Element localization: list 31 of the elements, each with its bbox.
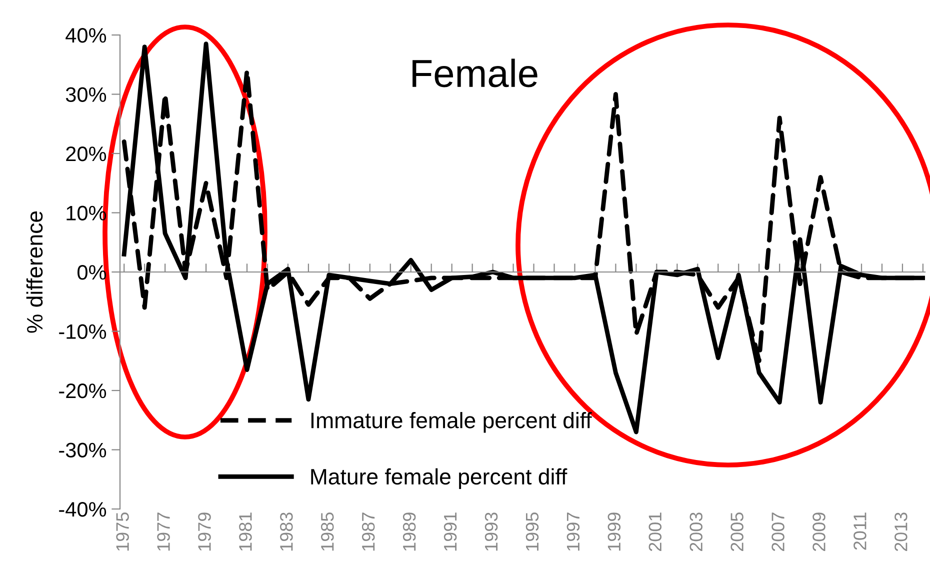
x-tick-label: 1993 (484, 512, 498, 551)
legend-label: Mature female percent diff (311, 468, 568, 489)
x-tick-label: 2001 (648, 512, 662, 552)
x-tick-label: 1995 (526, 512, 539, 551)
x-tick-label: 1999 (608, 512, 621, 551)
y-tick-label: -20% (59, 384, 106, 398)
y-tick-label: 40% (66, 28, 106, 43)
x-tick-label: 1989 (402, 512, 416, 551)
legend-label: Immature female percent diff (311, 412, 592, 433)
x-tick-label: 1981 (239, 512, 252, 551)
y-axis-title: % difference (26, 211, 43, 333)
x-tick-label: 2011 (854, 512, 866, 550)
x-tick-label: 1987 (362, 512, 375, 551)
x-tick-label: 2009 (812, 512, 826, 552)
x-tick-label: 2007 (772, 512, 784, 552)
x-tick-label: 2003 (690, 512, 702, 552)
x-tick-label: 1985 (320, 512, 334, 551)
x-tick-label: 1983 (280, 512, 293, 551)
x-tick-label: 1979 (198, 512, 211, 551)
y-tick-label: -30% (59, 442, 106, 458)
y-tick-label: -40% (59, 502, 106, 517)
y-tick-label: 20% (66, 146, 106, 162)
x-tick-label: 2005 (730, 512, 744, 552)
x-tick-label: 1997 (566, 512, 580, 551)
x-tick-label: 1991 (444, 512, 457, 551)
chart-title: Female (412, 58, 538, 88)
y-tick-label: -10% (59, 324, 106, 340)
x-tick-label: 1975 (116, 512, 129, 551)
x-tick-label: 2013 (894, 512, 908, 552)
y-tick-label: 30% (66, 87, 106, 102)
x-tick-label: 1977 (157, 512, 170, 551)
